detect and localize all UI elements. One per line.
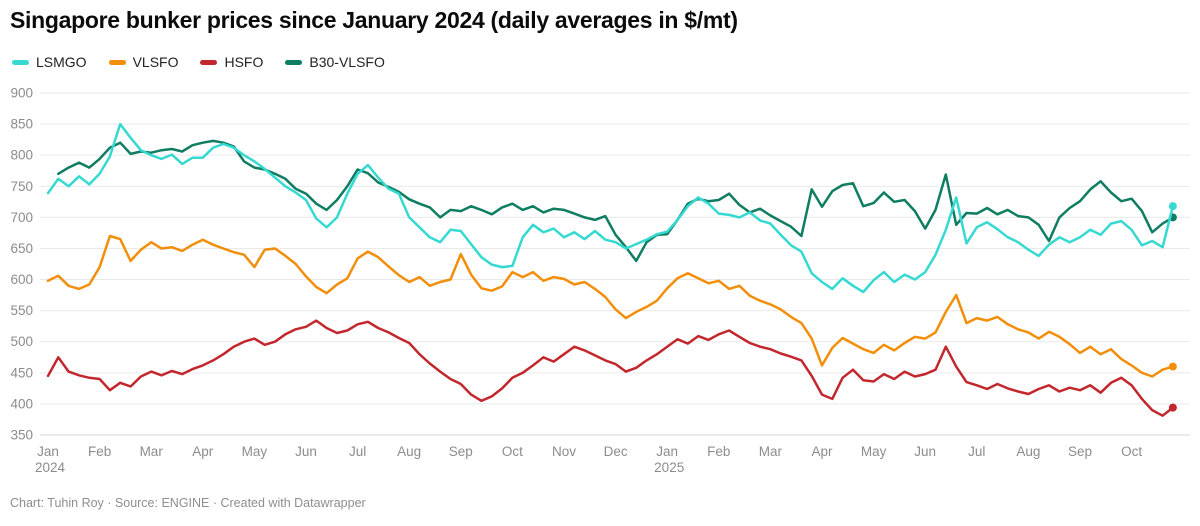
legend-item-hsfo: HSFO (200, 54, 263, 70)
legend-swatch (12, 59, 29, 65)
legend-item-vlsfo: VLSFO (108, 54, 179, 70)
series-end-dot (1168, 362, 1177, 371)
y-tick-label: 500 (10, 334, 33, 349)
y-tick-label: 900 (10, 86, 33, 101)
y-tick-label: 400 (10, 396, 33, 411)
legend-label: HSFO (224, 54, 264, 70)
y-axis-labels: 900 850 800 750 700 650 600 550 500 450 400 350 (10, 86, 33, 443)
series-vlsfo (46, 234, 1177, 378)
x-tick-label: Jan (656, 444, 678, 459)
x-tick-label: Apr (192, 444, 214, 459)
y-tick-label: 800 (10, 148, 33, 163)
y-tick-label: 450 (10, 365, 33, 380)
series-end-dot (1168, 202, 1177, 211)
y-gridlines (40, 92, 1190, 436)
y-tick-label: 550 (10, 303, 33, 318)
series-hsfo (46, 319, 1177, 417)
series-line (57, 139, 1175, 263)
x-tick-label: Aug (397, 444, 421, 459)
x-tick-label: Jun (295, 444, 317, 459)
x-tick-label: Jul (968, 444, 985, 459)
x-tick-label: Jan (37, 444, 59, 459)
x-tick-label: Nov (552, 444, 576, 459)
x-tick-label: Mar (140, 444, 164, 459)
legend-swatch (108, 59, 126, 65)
chart-legend: LSMGO VLSFO HSFO B30-VLSFO (12, 54, 385, 70)
legend-label: LSMGO (36, 54, 87, 70)
x-tick-label: Jul (349, 444, 366, 459)
legend-label: VLSFO (132, 54, 179, 70)
legend-swatch (200, 59, 218, 65)
x-tick-label: Mar (759, 444, 783, 459)
y-tick-label: 650 (10, 241, 33, 256)
series-line (46, 234, 1175, 378)
series-lsmgo (46, 122, 1177, 294)
legend-item-b30-vlsfo: B30-VLSFO (285, 54, 385, 70)
y-tick-label: 850 (10, 117, 33, 132)
x-tick-label: May (861, 444, 887, 459)
legend-label: B30-VLSFO (309, 54, 385, 70)
x-tick-label: Feb (88, 444, 111, 459)
x-tick-label: Dec (604, 444, 628, 459)
series-line (46, 122, 1175, 294)
y-tick-label: 600 (10, 272, 33, 287)
x-tick-label: Apr (811, 444, 833, 459)
legend-item-lsmgo: LSMGO (12, 54, 87, 70)
legend-swatch (285, 59, 303, 65)
footer-credit: Chart: Tuhin Roy · Source: ENGINE · Crea… (10, 496, 366, 510)
y-tick-label: 350 (10, 428, 33, 443)
x-tick-label: Feb (707, 444, 730, 459)
x-year-label: 2024 (35, 460, 66, 475)
x-year-label: 2025 (654, 460, 684, 475)
series-line (46, 319, 1175, 417)
x-tick-label: Jun (914, 444, 936, 459)
x-tick-label: May (242, 444, 268, 459)
x-tick-label: Aug (1016, 444, 1040, 459)
x-tick-label: Sep (1068, 444, 1092, 459)
x-axis-labels: Jan Feb Mar Apr May Jun Jul Aug Sep Oct Nov Dec Jan F… (35, 444, 1142, 475)
y-tick-label: 700 (10, 210, 33, 225)
chart-title: Singapore bunker prices since January 20… (10, 7, 738, 33)
series-end-dot (1168, 403, 1177, 412)
x-tick-label: Oct (502, 444, 523, 459)
x-tick-label: Sep (449, 444, 473, 459)
x-tick-label: Oct (1121, 444, 1142, 459)
y-tick-label: 750 (10, 179, 33, 194)
